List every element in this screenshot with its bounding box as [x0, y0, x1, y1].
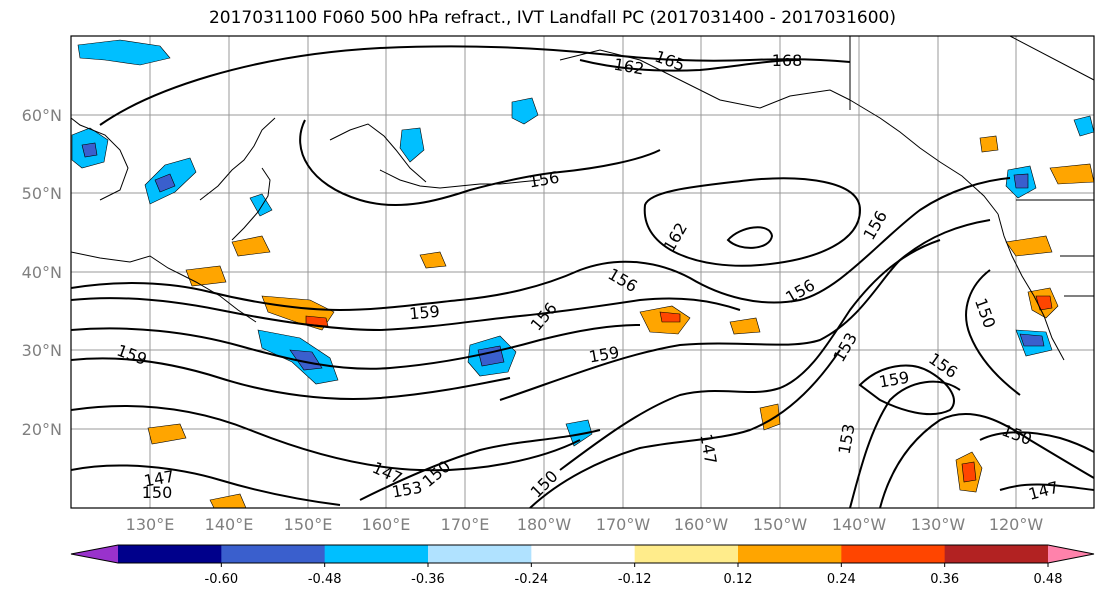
lon-label-160w: 160°W: [674, 515, 729, 534]
colorbar-segment: [634, 545, 739, 563]
contour-label-156: 156: [527, 168, 560, 192]
lon-label-130e: 130°E: [126, 515, 175, 534]
colorbar-extend-high: [1048, 545, 1094, 563]
lon-label-140w: 140°W: [832, 515, 887, 534]
colorbar-tick-label: -0.36: [411, 572, 445, 587]
colorbar-segment: [738, 545, 842, 563]
colorbar-tick-label: -0.60: [205, 572, 239, 587]
colorbar-tick-label: -0.24: [515, 572, 549, 587]
contour-label-156e: 156: [925, 349, 961, 382]
lat-label-50: 50°N: [22, 184, 62, 203]
colorbar-tick-label: 0.36: [930, 572, 959, 587]
colorbar-segment: [118, 545, 222, 563]
lon-label-160e: 160°E: [362, 515, 411, 534]
contour-label-150c: 150: [419, 457, 455, 491]
colorbar-extend-low: [71, 545, 118, 563]
colorbar-segment: [841, 545, 946, 563]
coastlines: [71, 36, 1094, 361]
lon-label-130w: 130°W: [911, 515, 966, 534]
colorbar-segment: [428, 545, 532, 563]
lon-label-170e: 170°E: [441, 515, 490, 534]
height-contours: [71, 45, 1094, 508]
contour-label-147: 147: [696, 432, 720, 465]
contour-label-156c: 156: [527, 299, 561, 335]
contour-label-162b: 162: [659, 219, 691, 255]
colorbar-tick-label: -0.48: [308, 572, 342, 587]
contour-label-159c: 159: [114, 341, 149, 369]
lon-label-180w: 180°W: [517, 515, 572, 534]
lon-label-120w: 120°W: [989, 515, 1044, 534]
latitude-labels: 60°N 50°N 40°N 30°N 20°N: [22, 106, 62, 439]
contour-label-159b: 159: [587, 343, 620, 367]
colorbar-tick-label: 0.12: [724, 572, 753, 587]
contour-label-150e: 150: [142, 483, 173, 502]
contour-label-162: 162: [612, 55, 645, 79]
colorbar-tick-label: 0.48: [1034, 572, 1063, 587]
anomaly-shading: [71, 39, 1094, 508]
lon-label-140e: 140°E: [205, 515, 254, 534]
colorbar-segment: [531, 545, 636, 563]
contour-label-153b: 153: [835, 422, 859, 455]
colorbar-segment: [221, 545, 326, 563]
map-frame: [70, 35, 1095, 509]
map-title: 2017031100 F060 500 hPa refract., IVT La…: [208, 8, 896, 28]
colorbar-segment: [944, 545, 1049, 563]
contour-label-150: 150: [971, 296, 999, 331]
contour-label-147d: 147: [1026, 478, 1060, 504]
gridlines: [71, 36, 1094, 508]
colorbar-tick-label: -0.12: [618, 572, 652, 587]
lat-label-40: 40°N: [22, 263, 62, 282]
colorbar: -0.60 -0.48 -0.36 -0.24 -0.12 0.12 0.24 0.36 0.4…: [70, 544, 1095, 587]
lon-label-150e: 150°E: [284, 515, 333, 534]
lat-label-60: 60°N: [22, 106, 62, 125]
contour-label-150b: 150: [999, 421, 1034, 449]
contour-label-150d: 150: [527, 467, 562, 502]
contour-label-168: 168: [772, 51, 803, 70]
contour-label-153c: 153: [390, 478, 423, 502]
lat-label-30: 30°N: [22, 341, 62, 360]
longitude-labels: 130°E 140°E 150°E 160°E 170°E 180°W 170°…: [126, 515, 1044, 534]
colorbar-segment: [324, 545, 429, 563]
colorbar-tick-label: 0.24: [827, 572, 856, 587]
lat-label-20: 20°N: [22, 420, 62, 439]
lon-label-150w: 150°W: [753, 515, 808, 534]
contour-label-159: 159: [408, 302, 440, 324]
colorbar-outline: [70, 544, 1095, 564]
lon-label-170w: 170°W: [596, 515, 651, 534]
